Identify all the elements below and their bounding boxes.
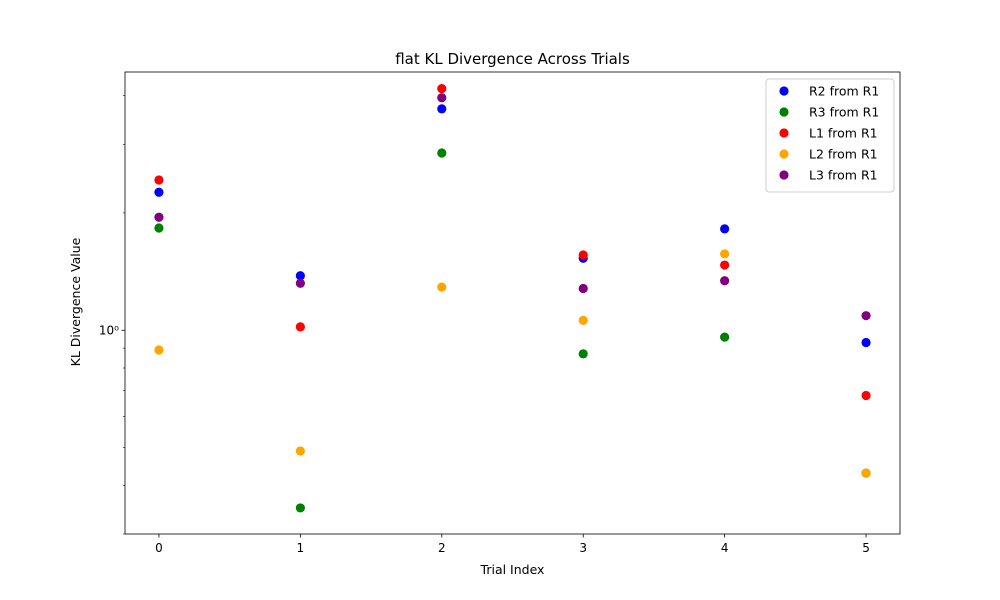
x-tick-label: 2 (438, 541, 446, 555)
data-point (154, 223, 164, 233)
data-point (154, 212, 164, 222)
legend-entry-label: L2 from R1 (809, 147, 878, 162)
data-point (154, 175, 164, 185)
data-point (578, 315, 588, 325)
y-tick-label: 10⁰ (99, 323, 119, 337)
data-point (720, 276, 730, 286)
data-point (295, 278, 305, 288)
data-point (295, 503, 305, 513)
data-point (295, 322, 305, 332)
chart-title: flat KL Divergence Across Trials (395, 50, 630, 68)
x-tick-label: 4 (721, 541, 729, 555)
x-tick-label: 3 (579, 541, 587, 555)
legend-entry-label: R2 from R1 (809, 84, 879, 99)
legend: R2 from R1 R3 from R1 L1 from R1 L2 from R1… (765, 78, 895, 193)
data-point (578, 250, 588, 260)
data-point (720, 260, 730, 270)
data-point (437, 93, 447, 103)
data-point (578, 283, 588, 294)
data-point (861, 468, 871, 478)
legend-entry-label: R3 from R1 (809, 105, 879, 120)
legend-box (765, 78, 895, 193)
data-point (861, 390, 871, 401)
data-point (861, 311, 871, 321)
data-point (437, 148, 447, 158)
legend-entry-label: L3 from R1 (809, 168, 878, 183)
data-point (295, 271, 305, 281)
y-axis-label: KL Divergence Value (68, 237, 83, 366)
x-tick-label: 0 (155, 541, 163, 555)
data-point (437, 84, 447, 94)
plot-area: 10⁰ 0 1 2 3 4 5 (99, 71, 901, 555)
legend-marker (779, 170, 789, 180)
x-tick-label: 5 (862, 541, 870, 555)
legend-marker (779, 107, 789, 117)
axes-frame (124, 71, 901, 535)
data-point (154, 187, 164, 197)
data-point (437, 282, 447, 292)
data-point (295, 446, 305, 456)
data-point (861, 337, 871, 348)
legend-marker (779, 149, 789, 159)
legend-marker (779, 128, 789, 138)
legend-marker (779, 86, 789, 96)
x-axis-label: Trial Index (480, 562, 545, 577)
data-point (437, 104, 447, 114)
x-tick-label: 1 (297, 541, 305, 555)
data-point (720, 249, 730, 259)
data-point (154, 345, 164, 355)
data-point (720, 224, 730, 234)
legend-entry-label: L1 from R1 (809, 126, 878, 141)
data-point (720, 332, 730, 342)
data-point (578, 349, 588, 359)
